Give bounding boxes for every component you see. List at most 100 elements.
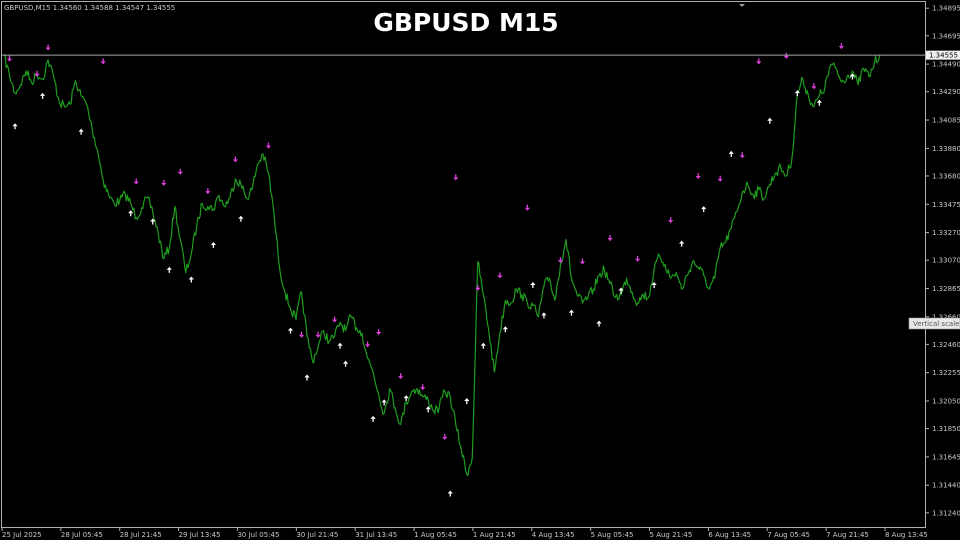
sell-arrow-icon — [717, 175, 723, 182]
y-tick-label: 1.33680 — [932, 172, 960, 180]
buy-arrow-icon — [679, 240, 685, 247]
sell-arrow-icon — [739, 152, 745, 159]
buy-arrow-icon — [39, 92, 46, 99]
buy-arrow-icon — [304, 374, 310, 381]
buy-arrow-icon — [425, 406, 431, 413]
x-tick-label: 28 Jul 05:45 — [61, 531, 103, 539]
x-tick-label: 29 Jul 13:45 — [179, 531, 221, 539]
buy-arrow-icon — [618, 287, 624, 294]
y-tick-label: 1.33880 — [932, 145, 960, 153]
buy-arrow-icon — [728, 150, 734, 157]
symbol-info: GBPUSD,M15 1.34560 1.34588 1.34547 1.345… — [4, 4, 175, 12]
x-tick-label: 31 Jul 13:45 — [355, 531, 397, 539]
buy-arrow-icon — [530, 282, 536, 289]
y-tick-label: 1.31850 — [932, 425, 960, 433]
sell-arrow-icon — [232, 156, 238, 163]
signal-arrows — [6, 43, 856, 497]
sell-arrow-icon — [453, 174, 459, 181]
x-tick-label: 6 Aug 13:45 — [708, 531, 751, 539]
x-tick-label: 4 Aug 13:45 — [532, 531, 575, 539]
x-tick-label: 30 Jul 05:45 — [237, 531, 279, 539]
buy-arrow-icon — [287, 327, 294, 334]
x-tick-label: 30 Jul 21:45 — [296, 531, 338, 539]
price-series — [3, 54, 881, 476]
vertical-scale-label: Vertical scale — [913, 320, 959, 328]
price-line — [3, 54, 881, 476]
buy-arrow-icon — [794, 90, 800, 97]
y-tick-label: 1.31645 — [932, 453, 960, 461]
sell-arrow-icon — [579, 258, 586, 265]
buy-arrow-icon — [12, 123, 18, 130]
vertical-scale-tooltip: Vertical scale — [908, 317, 960, 330]
sell-arrow-icon — [756, 58, 762, 65]
y-tick-label: 1.32865 — [932, 285, 960, 293]
sell-arrow-icon — [475, 284, 481, 291]
sell-arrow-icon — [205, 188, 211, 195]
y-tick-label: 1.31240 — [932, 509, 960, 517]
sell-arrow-icon — [331, 316, 338, 323]
sell-arrow-icon — [6, 55, 13, 62]
buy-arrow-icon — [651, 282, 657, 289]
sell-arrow-icon — [557, 257, 564, 264]
buy-arrow-icon — [78, 128, 84, 135]
sell-arrow-icon — [524, 204, 530, 211]
current-price-value: 1.34555 — [929, 52, 958, 60]
sell-arrow-icon — [668, 217, 674, 224]
y-tick-label: 1.33270 — [932, 229, 960, 237]
x-tick-label: 8 Aug 13:45 — [885, 531, 928, 539]
buy-arrow-icon — [403, 395, 409, 402]
y-tick-label: 1.34290 — [932, 88, 960, 96]
x-tick-label: 7 Aug 05:45 — [767, 531, 810, 539]
sell-arrow-icon — [442, 433, 448, 440]
current-price-label: 1.34555 — [926, 50, 960, 60]
sell-arrow-icon — [298, 331, 305, 338]
y-tick-label: 1.32660 — [932, 313, 960, 321]
buy-arrow-icon — [370, 415, 376, 422]
time-axis[interactable]: 25 Jul 2025 28 Jul 05:45 28 Jul 21:45 29 Ju… — [1, 528, 928, 539]
x-tick-label: 28 Jul 21:45 — [120, 531, 162, 539]
sell-arrow-icon — [365, 341, 371, 348]
y-tick-label: 1.32460 — [932, 341, 960, 349]
buy-arrow-icon — [480, 342, 486, 349]
y-tick-label: 1.34085 — [932, 117, 960, 125]
y-tick-label: 1.34490 — [932, 61, 960, 69]
chart-title: GBPUSD M15 — [373, 8, 558, 37]
x-tick-label: 1 Aug 05:45 — [414, 531, 457, 539]
x-tick-label: 5 Aug 05:45 — [591, 531, 634, 539]
sell-arrow-icon — [420, 384, 426, 391]
buy-arrow-icon — [502, 326, 508, 333]
sell-arrow-icon — [398, 373, 404, 380]
y-tick-label: 1.31440 — [932, 482, 960, 490]
buy-arrow-icon — [337, 342, 343, 349]
buy-arrow-icon — [701, 206, 707, 213]
y-tick-label: 1.33475 — [932, 201, 960, 209]
y-tick-label: 1.32255 — [932, 369, 960, 377]
shift-marker-icon[interactable] — [739, 4, 745, 7]
buy-arrow-icon — [342, 360, 349, 367]
buy-arrow-icon — [381, 399, 387, 406]
buy-arrow-icon — [596, 320, 602, 327]
sell-arrow-icon — [265, 142, 272, 149]
buy-arrow-icon — [447, 490, 453, 497]
price-axis[interactable]: 1.34895 1.34695 1.34490 1.34290 1.34085 1.338… — [926, 5, 960, 518]
y-tick-label: 1.32050 — [932, 397, 960, 405]
x-tick-label: 7 Aug 21:45 — [826, 531, 869, 539]
sell-arrow-icon — [34, 70, 40, 77]
x-tick-label: 1 Aug 21:45 — [473, 531, 516, 539]
buy-arrow-icon — [816, 99, 822, 106]
buy-arrow-icon — [541, 312, 547, 319]
buy-arrow-icon — [238, 215, 244, 222]
sell-arrow-icon — [45, 44, 51, 51]
sell-arrow-icon — [811, 83, 817, 90]
sell-arrow-icon — [100, 58, 106, 65]
buy-arrow-icon — [210, 241, 216, 248]
sell-arrow-icon — [607, 235, 613, 242]
plot-frame — [1, 1, 926, 528]
buy-arrow-icon — [464, 397, 470, 404]
sell-arrow-icon — [497, 272, 503, 279]
buy-arrow-icon — [188, 276, 194, 283]
buy-arrow-icon — [767, 117, 773, 124]
sell-arrow-icon — [133, 178, 139, 185]
